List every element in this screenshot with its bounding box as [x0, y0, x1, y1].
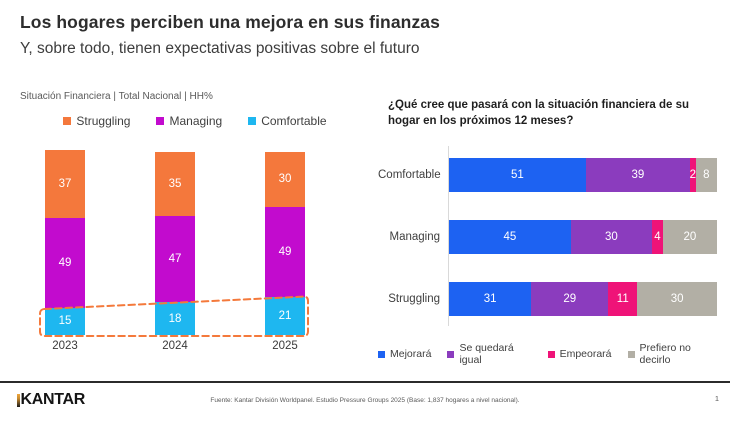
value-label: 30 — [278, 173, 292, 186]
y-axis-line — [448, 146, 449, 326]
chart-title: ¿Qué cree que pasará con la situación fi… — [388, 99, 690, 127]
legend-item-struggling: Struggling — [63, 114, 130, 128]
x-axis-label: 2025 — [272, 340, 298, 352]
page-subtitle: Y, sobre todo, tienen expectativas posit… — [20, 40, 420, 57]
value-label: 45 — [503, 231, 517, 243]
value-label: 2 — [689, 169, 697, 181]
bar-segment-mejorar-: 31 — [449, 282, 532, 316]
chart-caption: Situación Financiera | Total Nacional | … — [20, 91, 213, 102]
value-label: 47 — [168, 253, 182, 266]
bar-segment-managing: 47 — [155, 216, 195, 303]
value-label: 4 — [654, 231, 661, 243]
legend-label: Managing — [169, 114, 223, 128]
legend-swatch — [248, 117, 257, 125]
page-number: 1 — [714, 394, 719, 403]
legend-item-mejorar-: Mejorará — [378, 342, 431, 366]
legend-swatch — [627, 350, 635, 358]
legend-swatch — [447, 350, 455, 358]
value-label: 30 — [670, 293, 684, 305]
right-legend: Mejorará Se quedará igual Empeorará Prefier… — [378, 342, 717, 366]
value-label: 35 — [168, 178, 182, 191]
bar-segment-managing: 49 — [265, 206, 305, 297]
bar-segment-mejorar-: 51 — [449, 158, 586, 192]
value-label: 29 — [563, 293, 577, 305]
legend-item-prefiero-no-decirlo: Prefiero no decirlo — [627, 342, 717, 366]
legend-item-se-quedar-igual: Se quedará igual — [447, 342, 531, 366]
bar-segment-se-quedar-igual: 30 — [570, 220, 653, 254]
bar-segment-se-quedar-igual: 39 — [585, 158, 691, 192]
legend-item-empeorar-: Empeorará — [547, 342, 612, 366]
left-legend: Struggling Managing Comfortable — [20, 114, 350, 128]
stacked-bar-2024: 35 47 18 — [155, 152, 195, 335]
bar-segment-prefiero-no-decirlo: 8 — [695, 158, 717, 192]
expectations-chart: ¿Qué cree que pasará con la situación fi… — [378, 98, 724, 368]
bar-track: 31 29 11 30 — [449, 282, 717, 316]
legend-swatch — [378, 350, 385, 358]
bar-row-struggling: Struggling 31 29 11 30 — [378, 282, 717, 316]
value-label: 49 — [58, 256, 72, 269]
bar-segment-struggling: 37 — [45, 150, 85, 218]
value-label: 15 — [58, 315, 72, 328]
bar-segment-mejorar-: 45 — [449, 220, 571, 254]
value-label: 11 — [616, 293, 629, 305]
category-label: Comfortable — [378, 169, 441, 181]
bar-segment-prefiero-no-decirlo: 30 — [637, 282, 717, 316]
bar-segment-empeorar-: 4 — [652, 220, 663, 254]
bar-segment-comfortable: 21 — [265, 296, 305, 335]
bar-track: 45 30 4 20 — [449, 220, 717, 254]
legend-label: Struggling — [76, 114, 131, 128]
bar-segment-struggling: 30 — [265, 152, 305, 207]
value-label: 37 — [58, 177, 72, 190]
x-axis-label: 2024 — [162, 340, 188, 352]
bar-row-comfortable: Comfortable 51 39 2 8 — [378, 158, 717, 192]
footer-divider — [0, 381, 730, 383]
bar-segment-struggling: 35 — [155, 152, 195, 217]
value-label: 51 — [510, 169, 524, 181]
financial-situation-chart: Situación Financiera | Total Nacional | … — [20, 88, 350, 373]
legend-label: Mejorará — [390, 348, 432, 360]
value-label: 30 — [605, 231, 618, 243]
bar-row-managing: Managing 45 30 4 20 — [378, 220, 717, 254]
value-label: 8 — [703, 169, 710, 181]
value-label: 31 — [483, 293, 497, 305]
legend-label: Prefiero no decirlo — [639, 342, 691, 366]
bar-segment-comfortable: 18 — [155, 302, 195, 335]
value-label: 49 — [278, 245, 292, 258]
source-note: Fuente: Kantar División Worldpanel. Estu… — [210, 397, 520, 404]
kantar-logo: KANTAR — [17, 391, 86, 409]
bar-segment-prefiero-no-decirlo: 20 — [662, 220, 717, 254]
left-bars: 37 49 15 2023 35 47 18 2024 30 49 21 2025 — [20, 150, 350, 352]
legend-label: Comfortable — [261, 114, 327, 128]
value-label: 21 — [278, 309, 292, 322]
legend-item-managing: Managing — [156, 114, 222, 128]
legend-swatch — [63, 117, 72, 125]
x-axis-label: 2023 — [52, 340, 78, 352]
stacked-bar-2025: 30 49 21 — [265, 152, 305, 335]
value-label: 18 — [168, 312, 182, 325]
category-label: Struggling — [388, 293, 440, 305]
bar-segment-se-quedar-igual: 29 — [531, 282, 609, 316]
page-title: Los hogares perciben una mejora en sus f… — [20, 12, 440, 32]
value-label: 39 — [631, 169, 645, 181]
bar-segment-empeorar-: 2 — [689, 158, 697, 192]
legend-swatch — [156, 117, 165, 125]
bar-segment-managing: 49 — [45, 217, 85, 308]
bar-segment-empeorar-: 11 — [608, 282, 638, 316]
value-label: 20 — [683, 231, 697, 243]
bar-track: 51 39 2 8 — [449, 158, 717, 192]
right-rows: Comfortable 51 39 2 8 Managing 45 30 4 20 Struggli… — [378, 158, 717, 344]
category-label: Managing — [389, 231, 440, 243]
bar-segment-comfortable: 15 — [45, 307, 85, 335]
legend-swatch — [547, 350, 555, 358]
legend-item-comfortable: Comfortable — [248, 114, 327, 128]
stacked-bar-2023: 37 49 15 — [45, 150, 85, 335]
legend-label: Empeorará — [559, 348, 612, 360]
legend-label: Se quedará igual — [459, 342, 514, 366]
